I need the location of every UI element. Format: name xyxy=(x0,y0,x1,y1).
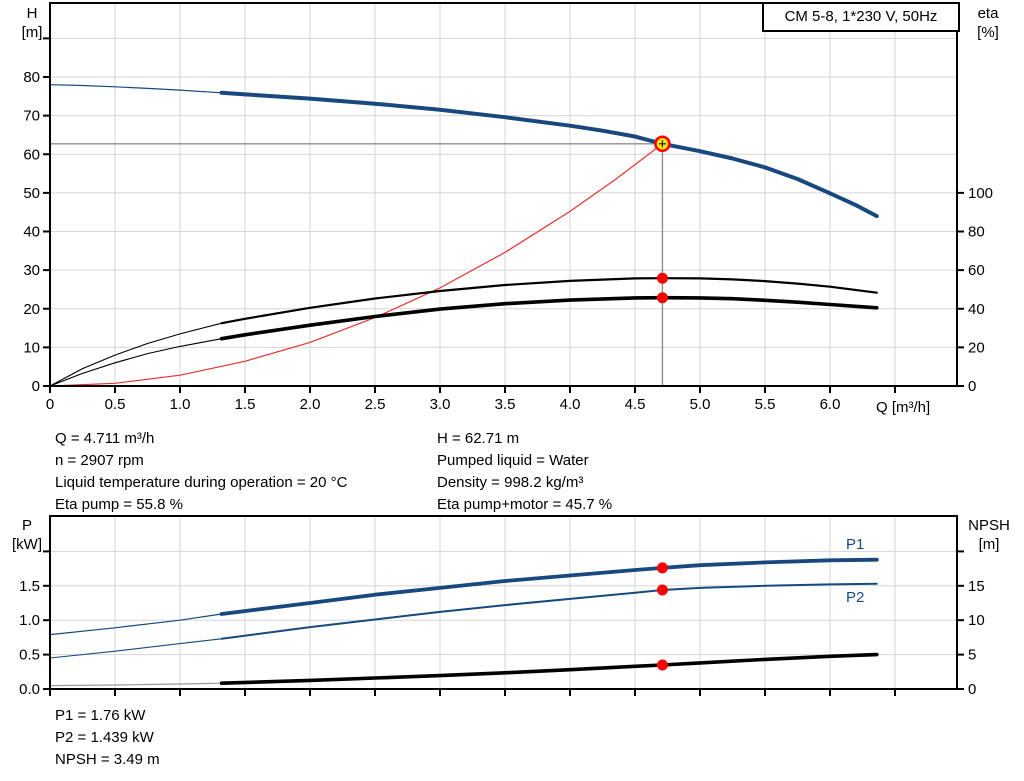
eta-axis-unit: [%] xyxy=(977,24,999,41)
tick-label: 60 xyxy=(968,262,985,279)
h-axis-unit: [m] xyxy=(21,24,43,41)
p-axis-title: P [kW] xyxy=(4,516,50,554)
duty-dot xyxy=(656,272,668,284)
tick-label: 1.0 xyxy=(170,396,191,413)
annotation-pumped-liquid: Pumped liquid = Water xyxy=(437,452,589,469)
annotation-npsh: NPSH = 3.49 m xyxy=(55,751,160,768)
tick-label: 80 xyxy=(968,224,985,241)
npsh-thin-curve xyxy=(49,682,223,687)
h-axis-title-text: H xyxy=(26,5,38,22)
npsh-axis-unit: [m] xyxy=(978,536,1000,553)
eta-axis-title: eta [%] xyxy=(964,4,1012,42)
tick-label: 0 xyxy=(46,396,54,413)
annotation-liquid-temp: Liquid temperature during operation = 20… xyxy=(55,474,348,491)
tick-label: 20 xyxy=(23,301,40,318)
eta-pump-motor-curve xyxy=(219,295,879,341)
tick-label: 1.0 xyxy=(19,612,40,629)
tick-label: 70 xyxy=(23,108,40,125)
tick-label: 50 xyxy=(23,185,40,202)
p-axis-title-text: P xyxy=(21,517,32,534)
system-curve-curve xyxy=(49,143,664,387)
qh-curve xyxy=(219,90,879,219)
p2-curve xyxy=(220,582,878,640)
duty-dot xyxy=(656,562,668,574)
tick-label: 10 xyxy=(968,612,985,629)
tick-label: 3.5 xyxy=(495,396,516,413)
npsh-axis-title-text: NPSH xyxy=(968,517,1010,534)
tick-label: 2.5 xyxy=(365,396,386,413)
eta-pump-motor-thin-curve xyxy=(49,338,223,387)
annotation-flow: Q = 4.711 m³/h xyxy=(55,430,155,447)
tick-label: 30 xyxy=(23,262,40,279)
tick-label: 0 xyxy=(968,378,976,395)
eta-pump-curve xyxy=(220,277,878,325)
eta-pump-thin-curve xyxy=(49,322,223,387)
tick-label: 3.0 xyxy=(430,396,451,413)
tick-label: 5.5 xyxy=(755,396,776,413)
tick-label: 80 xyxy=(23,69,40,86)
p2-thin-curve xyxy=(49,638,223,659)
annotation-speed: n = 2907 rpm xyxy=(55,452,144,469)
pump-title-box: CM 5-8, 1*230 V, 50Hz xyxy=(762,2,960,32)
tick-label: 0.5 xyxy=(19,647,40,664)
tick-label: 60 xyxy=(23,146,40,163)
plot-border xyxy=(49,2,958,387)
duty-dot xyxy=(656,584,668,596)
plot-border xyxy=(49,515,958,690)
npsh-axis-title: NPSH [m] xyxy=(958,516,1020,554)
tick-label: 5.0 xyxy=(690,396,711,413)
tick-label: 4.0 xyxy=(560,396,581,413)
p1-thin-curve xyxy=(49,613,223,636)
q-axis-title: Q [m³/h] xyxy=(876,399,931,416)
tick-label: 1.5 xyxy=(235,396,256,413)
p1-curve xyxy=(219,557,879,616)
tick-label: 1.5 xyxy=(19,578,40,595)
tick-label: 100 xyxy=(968,185,993,202)
tick-label: 0 xyxy=(968,681,976,698)
operating-point-annotations-left: Q = 4.711 m³/h n = 2907 rpm Liquid tempe… xyxy=(55,428,347,516)
annotation-p1: P1 = 1.76 kW xyxy=(55,707,146,724)
annotation-eta-pump: Eta pump = 55.8 % xyxy=(55,496,183,513)
tick-label: 4.5 xyxy=(625,396,646,413)
h-axis-title: H [m] xyxy=(12,4,52,42)
tick-label: 6.0 xyxy=(820,396,841,413)
tick-label: 40 xyxy=(968,301,985,318)
qh-thin-curve xyxy=(49,84,223,94)
tick-label: 10 xyxy=(23,339,40,356)
tick-label: 15 xyxy=(968,578,985,595)
p1-curve-label: P1 xyxy=(846,536,865,553)
p2-curve-label: P2 xyxy=(846,589,865,606)
tick-label: 2.0 xyxy=(300,396,321,413)
operating-point-annotations-right: H = 62.71 m Pumped liquid = Water Densit… xyxy=(437,428,612,516)
power-annotations: P1 = 1.76 kW P2 = 1.439 kW NPSH = 3.49 m xyxy=(55,705,160,771)
annotation-density: Density = 998.2 kg/m³ xyxy=(437,474,584,491)
tick-label: 0 xyxy=(32,378,40,395)
duty-dot xyxy=(656,292,668,304)
tick-label: 0.5 xyxy=(105,396,126,413)
annotation-head: H = 62.71 m xyxy=(437,430,520,447)
tick-label: 20 xyxy=(968,339,985,356)
tick-label: 0.0 xyxy=(19,681,40,698)
npsh-curve xyxy=(219,652,879,686)
annotation-p2: P2 = 1.439 kW xyxy=(55,729,154,746)
p-axis-unit: [kW] xyxy=(12,536,42,553)
duty-dot xyxy=(656,659,668,671)
tick-label: 5 xyxy=(968,647,976,664)
eta-axis-title-text: eta xyxy=(977,5,999,22)
annotation-eta-pump-motor: Eta pump+motor = 45.7 % xyxy=(437,496,613,513)
tick-label: 40 xyxy=(23,224,40,241)
